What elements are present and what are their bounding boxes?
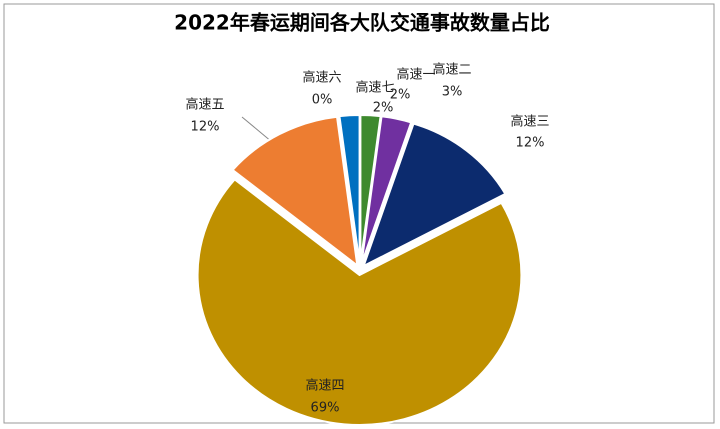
slice-label: 高速五 xyxy=(185,97,224,113)
pie-slice xyxy=(361,122,507,269)
slice-label: 高速六 xyxy=(302,70,341,86)
leader-line xyxy=(241,116,273,143)
slice-value-label: 3% xyxy=(442,85,463,100)
slice-value-label: 12% xyxy=(191,120,220,135)
pie-slice xyxy=(338,114,361,266)
slice-label: 高速四 xyxy=(305,378,344,394)
slice-label: 高速七 xyxy=(355,80,394,96)
pie-slice xyxy=(231,115,359,268)
slice-label: 高速二 xyxy=(432,62,471,78)
slice-value-label: 69% xyxy=(311,401,340,416)
slice-value-label: 2% xyxy=(390,88,411,103)
slice-value-label: 2% xyxy=(373,101,394,116)
slice-value-label: 0% xyxy=(312,93,333,108)
slice-value-label: 12% xyxy=(516,136,545,151)
slice-label: 高速三 xyxy=(510,114,549,130)
pie-slice xyxy=(360,115,413,266)
chart-title: 2022年春运期间各大队交通事故数量占比 xyxy=(174,11,550,35)
pie-slice xyxy=(196,177,523,426)
slice-label: 高速一 xyxy=(396,67,435,83)
